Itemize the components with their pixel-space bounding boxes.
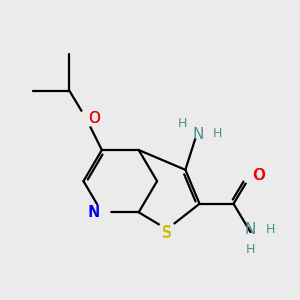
Text: N: N: [88, 205, 100, 220]
Text: H: H: [213, 127, 223, 140]
Text: O: O: [253, 168, 265, 183]
Text: H: H: [266, 223, 275, 236]
Circle shape: [94, 204, 110, 220]
Text: O: O: [88, 111, 100, 126]
Circle shape: [78, 111, 94, 127]
Text: H: H: [246, 243, 255, 256]
Circle shape: [159, 221, 175, 237]
Text: S: S: [162, 225, 172, 240]
Text: N: N: [192, 127, 204, 142]
Text: N: N: [245, 222, 256, 237]
Text: H: H: [178, 117, 187, 130]
Text: O: O: [88, 111, 100, 126]
Text: N: N: [88, 205, 99, 220]
Text: O: O: [252, 168, 264, 183]
Text: S: S: [162, 226, 172, 241]
Circle shape: [243, 168, 258, 183]
